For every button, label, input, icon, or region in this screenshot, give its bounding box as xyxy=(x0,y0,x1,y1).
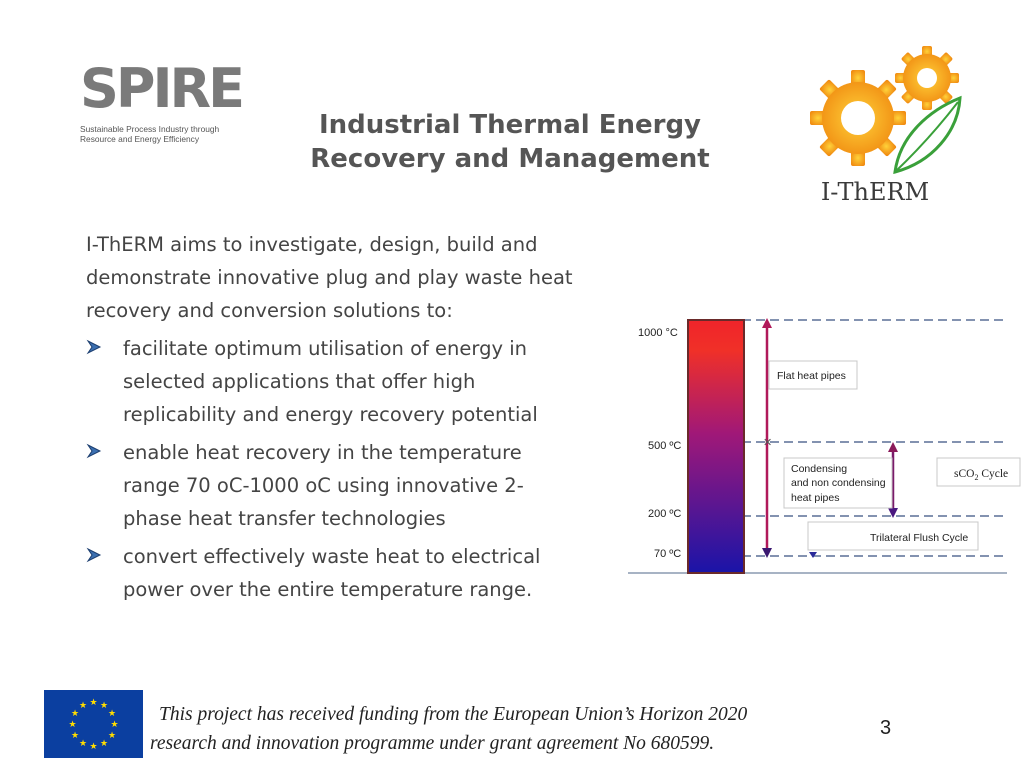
bullet-line: power over the entire temperature range. xyxy=(123,578,533,601)
spire-tagline-line2: Resource and Energy Efficiency xyxy=(80,134,200,144)
bullet-line: facilitate optimum utilisation of energy… xyxy=(123,337,527,360)
slide-title: Industrial Thermal Energy Recovery and M… xyxy=(270,108,750,176)
svg-text:★: ★ xyxy=(68,720,76,730)
spire-logo-text: SPIRE xyxy=(80,57,245,120)
slide-title-line1: Industrial Thermal Energy xyxy=(318,110,702,140)
bullet-item: enable heat recovery in the temperature … xyxy=(86,436,626,535)
trilateral-label: Trilateral Flush Cycle xyxy=(870,532,968,544)
bullet-line: selected applications that offer high xyxy=(123,370,476,393)
eu-stars-icon: ★ ★ ★ ★ ★ ★ ★ ★ ★ ★ ★ ★ xyxy=(68,698,118,752)
funding-line2: research and innovation programme under … xyxy=(150,733,715,754)
temp-label-500: 500 ºC xyxy=(648,440,681,452)
svg-text:★: ★ xyxy=(71,709,79,719)
bullet-line: enable heat recovery in the temperature xyxy=(123,441,522,464)
sco2-cycle-text: Cycle xyxy=(978,468,1008,480)
funding-statement: This project has received funding from t… xyxy=(150,700,850,758)
spire-logo-letters: SPIRE xyxy=(80,62,245,118)
svg-text:★: ★ xyxy=(108,731,116,741)
trilateral-marker-icon xyxy=(809,552,817,558)
trilateral-box xyxy=(807,521,979,551)
intro-line2: demonstrate innovative plug and play was… xyxy=(86,266,573,289)
bullet-line: convert effectively waste heat to electr… xyxy=(123,545,541,568)
spire-tagline: Sustainable Process Industry through Res… xyxy=(80,124,240,144)
gears-leaf-icon xyxy=(810,46,962,175)
svg-text:★: ★ xyxy=(89,742,97,752)
itherm-logo: I-ThERM xyxy=(800,40,970,215)
bullet-item: facilitate optimum utilisation of energy… xyxy=(86,332,626,431)
svg-text:★: ★ xyxy=(100,701,108,711)
arrow-bullet-icon xyxy=(86,443,102,459)
slide-title-line2: Recovery and Management xyxy=(310,144,710,174)
bullet-list: facilitate optimum utilisation of energy… xyxy=(86,332,626,611)
svg-text:★: ★ xyxy=(100,739,108,749)
itherm-logo-text: I-ThERM xyxy=(820,178,930,206)
arrow-bullet-icon xyxy=(86,547,102,563)
svg-text:★: ★ xyxy=(89,698,97,708)
temperature-bar xyxy=(687,319,745,574)
sco2-text: sCO xyxy=(954,468,974,480)
flat-heat-pipes-range-arrow xyxy=(762,318,772,558)
condensing-range-arrow xyxy=(888,442,898,518)
intro-line3: recovery and conversion solutions to: xyxy=(86,299,453,322)
spire-tagline-line1: Sustainable Process Industry through xyxy=(80,124,220,134)
temp-label-200: 200 ºC xyxy=(648,508,681,520)
intro-paragraph: I-ThERM aims to investigate, design, bui… xyxy=(86,228,686,327)
temp-label-70: 70 ºC xyxy=(654,548,681,560)
bullet-line: phase heat transfer technologies xyxy=(123,507,446,530)
bullet-item: convert effectively waste heat to electr… xyxy=(86,540,626,606)
svg-text:★: ★ xyxy=(79,739,87,749)
temp-label-1000: 1000 °C xyxy=(638,327,678,339)
svg-text:★: ★ xyxy=(71,731,79,741)
svg-text:★: ★ xyxy=(110,720,118,730)
temperature-range-diagram: 1000 °C 500 ºC 200 ºC 70 ºC ✕ Flat heat … xyxy=(628,318,1021,574)
flat-heat-pipes-box xyxy=(768,360,858,390)
page-number: 3 xyxy=(880,717,892,739)
condensing-label-line1: Condensing xyxy=(791,463,847,475)
funding-line1: This project has received funding from t… xyxy=(159,704,748,725)
eu-flag-icon: ★ ★ ★ ★ ★ ★ ★ ★ ★ ★ ★ ★ xyxy=(44,690,143,758)
svg-text:★: ★ xyxy=(108,709,116,719)
flat-heat-pipes-label: Flat heat pipes xyxy=(777,370,846,382)
condensing-label-line3: heat pipes xyxy=(791,492,839,504)
sco2-cycle-label: sCO2 Cycle xyxy=(954,468,1008,482)
sco2-subscript: 2 xyxy=(974,473,978,482)
intro-line1: I-ThERM aims to investigate, design, bui… xyxy=(86,233,538,256)
sco2-cycle-box xyxy=(936,457,1021,487)
bullet-line: range 70 oC-1000 oC using innovative 2- xyxy=(123,474,524,497)
spire-logo: SPIRE Sustainable Process Industry throu… xyxy=(80,62,245,152)
condensing-label-line2: and non condensing xyxy=(791,477,886,489)
arrow-bullet-icon xyxy=(86,339,102,355)
bullet-line: replicability and energy recovery potent… xyxy=(123,403,538,426)
svg-text:★: ★ xyxy=(79,701,87,711)
cross-mark-icon: ✕ xyxy=(763,437,772,449)
condensing-box xyxy=(783,457,893,509)
